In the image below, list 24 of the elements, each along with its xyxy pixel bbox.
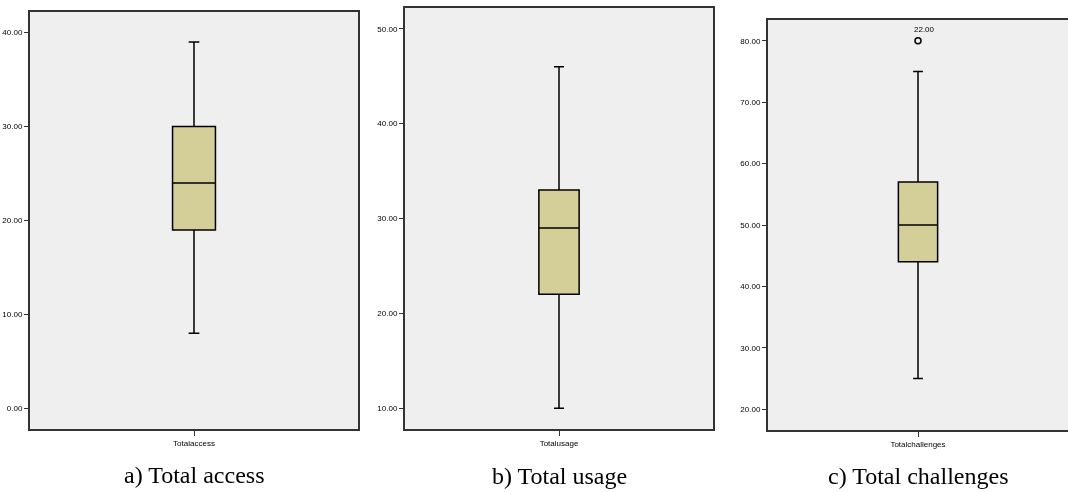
y-tick-label: 40.00 (740, 282, 761, 292)
y-tick-label: 50.00 (377, 24, 398, 34)
text: c) Total challenges (828, 463, 1009, 489)
text: b) Total usage (492, 463, 628, 489)
y-tick-label: 30.00 (740, 343, 761, 353)
x-tick-label: Totalusage (539, 438, 579, 448)
y-tick-label: 60.00 (740, 159, 761, 169)
y-tick-label: 40.00 (377, 119, 398, 129)
y-tick-label: 70.00 (740, 98, 761, 108)
y-tick-label: 50.00 (740, 220, 761, 230)
y-tick-label: 10.00 (2, 310, 23, 320)
y-tick-label: 20.00 (377, 309, 398, 319)
annotation: 22.00 (914, 25, 935, 34)
y-tick-label: 0.00 (6, 404, 23, 414)
x-tick-label: Totalaccess (173, 438, 215, 448)
y-tick-label: 30.00 (377, 214, 398, 224)
y-tick-label: 30.00 (2, 122, 23, 132)
text: a) Total access (124, 462, 265, 488)
y-tick-label: 20.00 (740, 404, 761, 414)
y-tick-label: 80.00 (740, 36, 761, 46)
y-tick-label: 10.00 (377, 403, 398, 413)
x-tick-label: Totalchallenges (890, 439, 946, 449)
y-tick-label: 40.00 (2, 28, 23, 38)
y-tick-label: 20.00 (2, 216, 23, 226)
